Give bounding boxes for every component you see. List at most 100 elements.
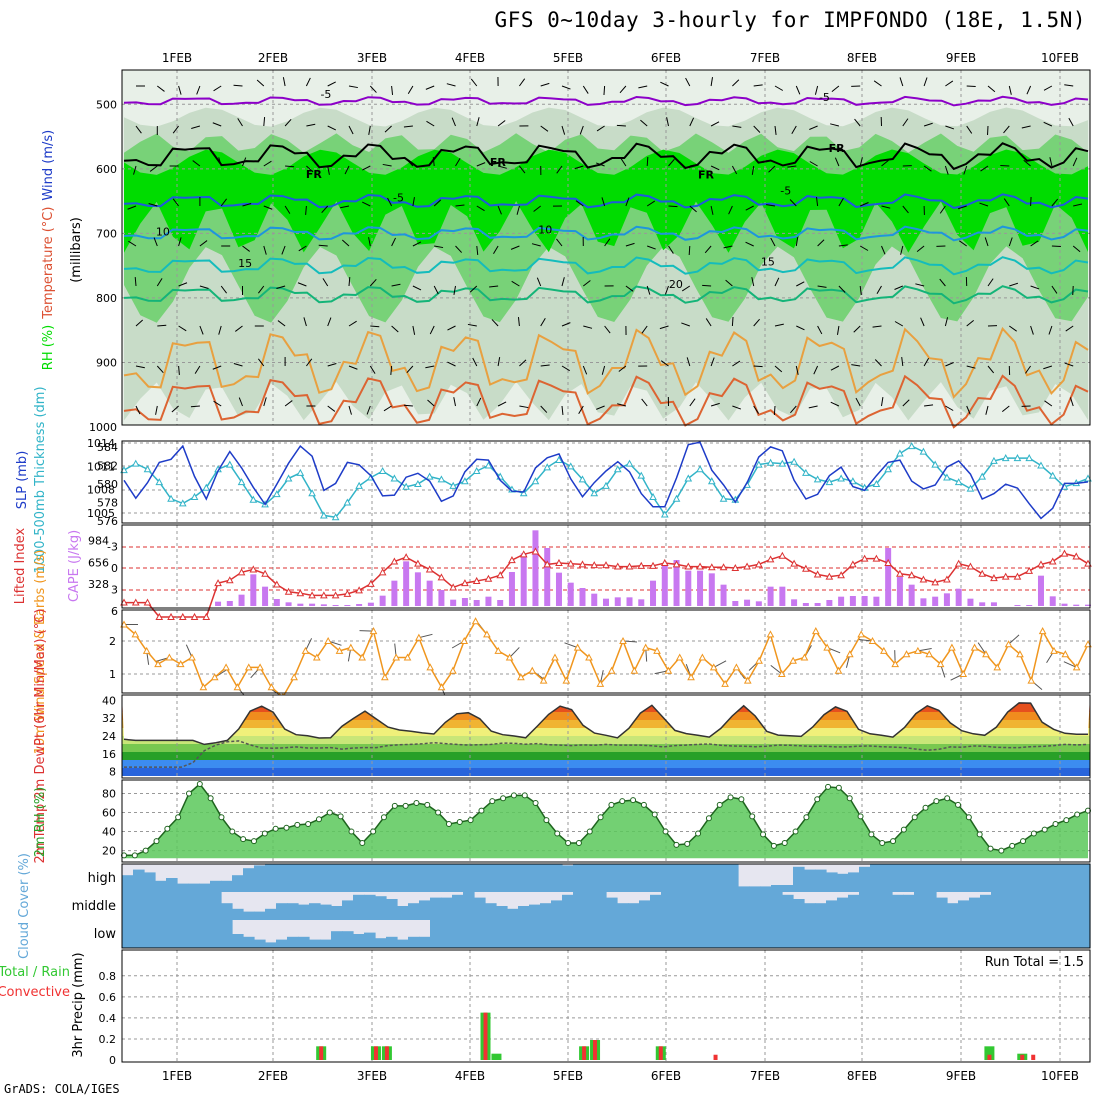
cape-bar [567, 582, 574, 606]
wind-barb [391, 325, 399, 333]
contour-minus5 [123, 193, 1089, 210]
wind-speed-series-point [528, 666, 537, 674]
wind-barb [980, 165, 989, 172]
cloud-cell-high [672, 864, 684, 892]
wind-barb [646, 200, 656, 207]
cloud-cell-middle [815, 903, 827, 920]
wind-barb [603, 85, 606, 96]
wind-barb [519, 165, 526, 174]
wind-barb [369, 365, 376, 374]
cape-bar [744, 599, 751, 606]
cloud-cell-high [441, 864, 453, 892]
cloud-cell-high [903, 864, 915, 892]
lifted-index-series-point [566, 559, 575, 567]
cloud-cell-high [573, 864, 585, 892]
wind-barb [753, 405, 760, 414]
cloud-cell-high [859, 866, 871, 892]
cape-bar [1049, 596, 1056, 606]
wind-barb [391, 283, 401, 287]
thickness-series-point [707, 477, 716, 485]
wind-barb [382, 163, 392, 167]
cloud-cell-low [980, 920, 992, 948]
wind-barb [834, 157, 840, 167]
wind-speed-series-point [437, 683, 446, 691]
lifted-index-series-point [660, 558, 669, 566]
cape-bar [685, 570, 692, 606]
wind-barb [1049, 157, 1053, 167]
date-label-top: 3FEB [357, 51, 387, 65]
lifted-index-series-point [331, 591, 340, 599]
cape-bar [438, 590, 445, 606]
wind-barb-10m [509, 647, 520, 658]
wind-barb [1043, 121, 1053, 127]
wind-barb [327, 81, 336, 87]
wind-speed-series-point [233, 683, 242, 691]
cloud-cell-high [947, 864, 959, 892]
cloud-cell-low [452, 920, 464, 948]
thickness-series-point [155, 478, 164, 486]
lifted-index-series-point [390, 557, 399, 565]
date-label-bottom: 1FEB [162, 1069, 192, 1083]
wind-barb [659, 325, 669, 330]
wind-barb [1009, 325, 1017, 332]
cloud-cell-low [991, 920, 1003, 948]
rh-series-point [814, 796, 821, 803]
contour-label: FR [698, 169, 715, 182]
cloud-cell-low [936, 920, 948, 948]
thickness-series-point [954, 478, 963, 486]
wind-barb [284, 205, 291, 214]
rh-series-point [684, 840, 691, 847]
wind-barb [732, 360, 741, 367]
rh-tick: 40 [102, 826, 116, 839]
wind-barb [902, 399, 910, 407]
cloud-cell-low [749, 920, 761, 948]
wind-barb [945, 125, 955, 130]
date-label-bottom: 4FEB [455, 1069, 485, 1083]
cloud-cell-middle [639, 900, 651, 920]
cloud-cell-low [793, 920, 805, 948]
cloud-cell-middle [683, 892, 695, 920]
lifted-index-series-point [167, 612, 175, 620]
cloud-cell-low [474, 920, 486, 948]
rh-series-point [402, 802, 409, 809]
cloud-cell-middle [1024, 892, 1036, 920]
thickness-series-point [378, 467, 387, 475]
wind-barb [838, 197, 844, 207]
wind-barb [407, 85, 414, 94]
wind-speed-series-point [505, 653, 514, 661]
cloud-cell-high [298, 864, 310, 892]
precip-convective-bar [582, 1046, 587, 1060]
rh-series-point [651, 811, 658, 818]
cape-bar [508, 572, 515, 606]
wind-barb [959, 240, 967, 247]
wind-speed-series-point [743, 676, 752, 684]
panel-frame-slp [121, 440, 1091, 524]
precip-convective-bar [483, 1012, 488, 1060]
cloud-cell-low [903, 920, 915, 948]
rh-series-point [640, 801, 647, 808]
cape-bar [309, 603, 316, 606]
cape-bar [591, 593, 598, 606]
cloud-cell-high [166, 878, 178, 892]
wind-barb [1021, 125, 1031, 129]
cloud-cell-middle [760, 892, 772, 920]
rh-series-point [803, 814, 810, 821]
cloud-cell-low [760, 920, 772, 948]
wind-speed-series-point [301, 646, 310, 654]
thickness-series-point [308, 489, 316, 497]
cape-bar [955, 588, 962, 606]
cloud-cell-high [210, 880, 222, 892]
rh-series-point [196, 781, 203, 787]
date-label-bottom: 3FEB [357, 1069, 387, 1083]
panel-frame-wind [121, 609, 1091, 694]
wind-barb [641, 398, 648, 407]
wind-barb [966, 319, 975, 327]
wind-barb [540, 318, 546, 327]
wind-barb [625, 285, 634, 292]
cloud-cell-middle [353, 894, 365, 920]
wind-barb [619, 85, 627, 94]
thickness-series-point [143, 465, 152, 473]
wind-barb [1051, 285, 1058, 294]
cloud-cell-low [463, 920, 475, 948]
wind-barb [1009, 282, 1019, 287]
